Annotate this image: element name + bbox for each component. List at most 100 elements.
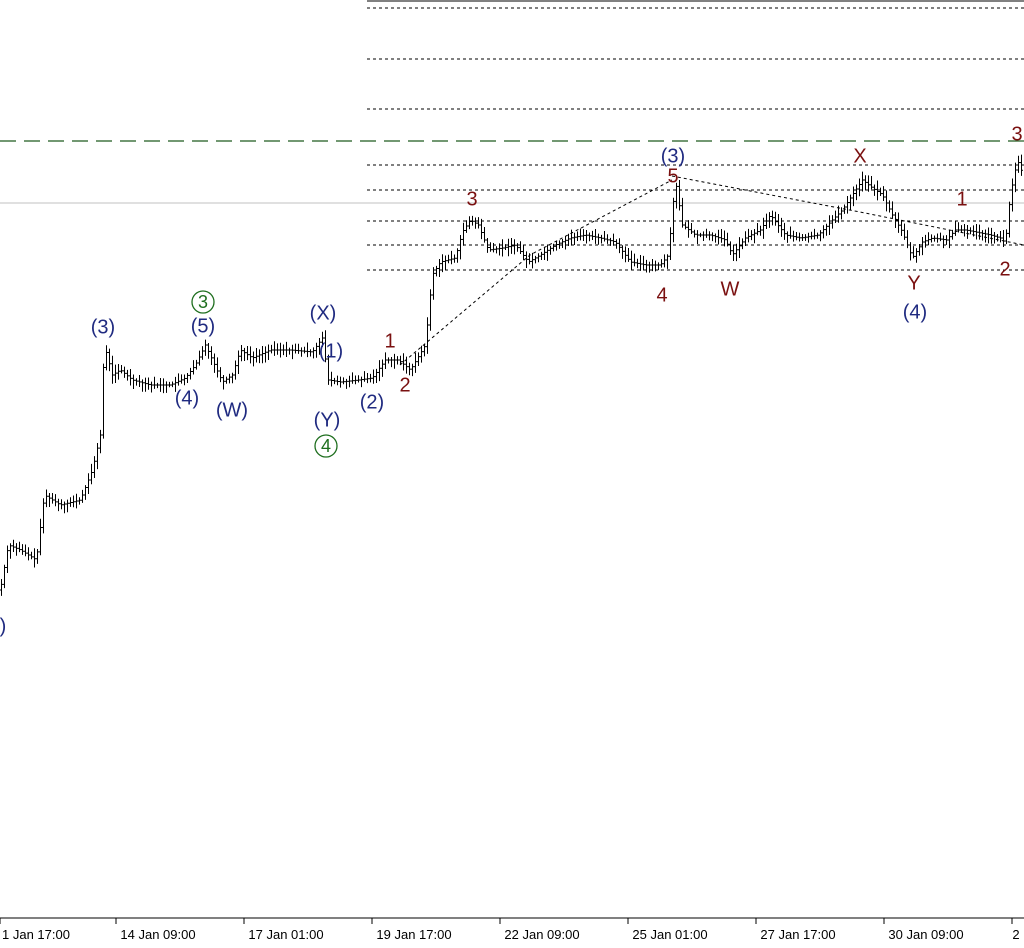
grid-levels: [0, 7, 1024, 271]
price-bar: [354, 375, 357, 385]
price-bar: [42, 498, 45, 534]
price-bar: [954, 221, 957, 236]
wave-label: (3): [661, 145, 685, 167]
price-bar: [738, 237, 741, 259]
price-bar: [702, 231, 705, 241]
price-bar: [729, 241, 732, 255]
price-bar: [999, 231, 1002, 243]
price-bar: [75, 493, 78, 509]
price-bar: [930, 234, 933, 243]
price-bar: [309, 349, 312, 357]
price-bar: [0, 578, 3, 596]
price-bar: [246, 346, 249, 361]
wave-label: (X): [310, 302, 337, 324]
price-bar: [531, 252, 534, 269]
price-bar: [159, 378, 162, 392]
price-bar: [855, 184, 858, 201]
wave-label: (5): [191, 315, 215, 337]
price-bar: [1020, 154, 1023, 176]
price-bar: [87, 473, 90, 495]
price-bar: [714, 233, 717, 243]
price-bar: [951, 229, 954, 240]
price-bar: [423, 343, 426, 357]
price-bar: [66, 499, 69, 513]
price-bar: [180, 374, 183, 384]
price-bar: [327, 354, 330, 385]
price-bar: [555, 241, 558, 251]
price-bar: [756, 222, 759, 236]
price-bar: [168, 381, 171, 388]
price-bar: [237, 350, 240, 374]
price-bar: [414, 352, 417, 373]
price-bar: [909, 242, 912, 261]
price-bar: [171, 381, 174, 388]
price-bar: [594, 228, 597, 244]
price-bar: [276, 343, 279, 355]
price-bar: [336, 375, 339, 386]
price-bar: [492, 242, 495, 253]
price-bar: [669, 227, 672, 260]
price-bar: [501, 239, 504, 257]
price-bar: [117, 364, 120, 380]
price-bar: [444, 255, 447, 270]
price-bar: [861, 171, 864, 192]
price-bar: [432, 267, 435, 300]
price-bar: [768, 212, 771, 228]
price-bar: [252, 351, 255, 367]
price-bar: [684, 222, 687, 230]
price-bar: [687, 220, 690, 238]
wave-label: (2): [360, 391, 384, 413]
price-bar: [876, 180, 879, 201]
circled-wave-number: 4: [321, 436, 331, 456]
price-bar: [798, 232, 801, 242]
price-bar: [417, 352, 420, 367]
price-bar: [93, 456, 96, 478]
price-bar: [156, 382, 159, 389]
price-bar: [111, 355, 114, 384]
price-bar: [390, 357, 393, 368]
price-bar: [291, 344, 294, 360]
price-bar: [219, 367, 222, 383]
price-bar: [450, 250, 453, 265]
x-tick-label: 14 Jan 09:00: [120, 927, 195, 942]
price-bar: [51, 493, 54, 504]
price-bar: [963, 223, 966, 237]
price-bar: [864, 175, 867, 191]
price-bar: [480, 218, 483, 240]
price-bar: [459, 235, 462, 260]
price-bar: [630, 250, 633, 270]
price-bar: [585, 229, 588, 244]
wave-label: ): [0, 615, 6, 637]
price-bar: [207, 342, 210, 359]
wave-circle: [314, 434, 338, 458]
price-bar: [978, 224, 981, 240]
price-bar: [45, 489, 48, 508]
price-bar: [903, 223, 906, 240]
price-bar: [333, 377, 336, 385]
price-bar: [654, 260, 657, 272]
price-bar: [774, 211, 777, 226]
x-tick-label: 17 Jan 01:00: [248, 927, 323, 942]
x-tick-label: 19 Jan 17:00: [376, 927, 451, 942]
price-bar: [375, 368, 378, 384]
wave-label: (Y): [314, 409, 341, 431]
price-bar: [264, 346, 267, 363]
price-bar: [399, 355, 402, 365]
price-bar: [1014, 162, 1017, 193]
price-bar: [813, 228, 816, 240]
wave-label: 1: [384, 330, 395, 352]
price-bar: [663, 254, 666, 268]
x-tick-label: 22 Jan 09:00: [504, 927, 579, 942]
price-bar: [114, 364, 117, 384]
price-bar: [15, 543, 18, 556]
price-bar: [564, 236, 567, 250]
price-bar: [648, 261, 651, 273]
price-bar: [726, 232, 729, 247]
price-bar: [990, 227, 993, 244]
price-bar: [804, 234, 807, 241]
price-bar: [315, 342, 318, 358]
price-bar: [339, 376, 342, 388]
price-bar: [870, 175, 873, 190]
